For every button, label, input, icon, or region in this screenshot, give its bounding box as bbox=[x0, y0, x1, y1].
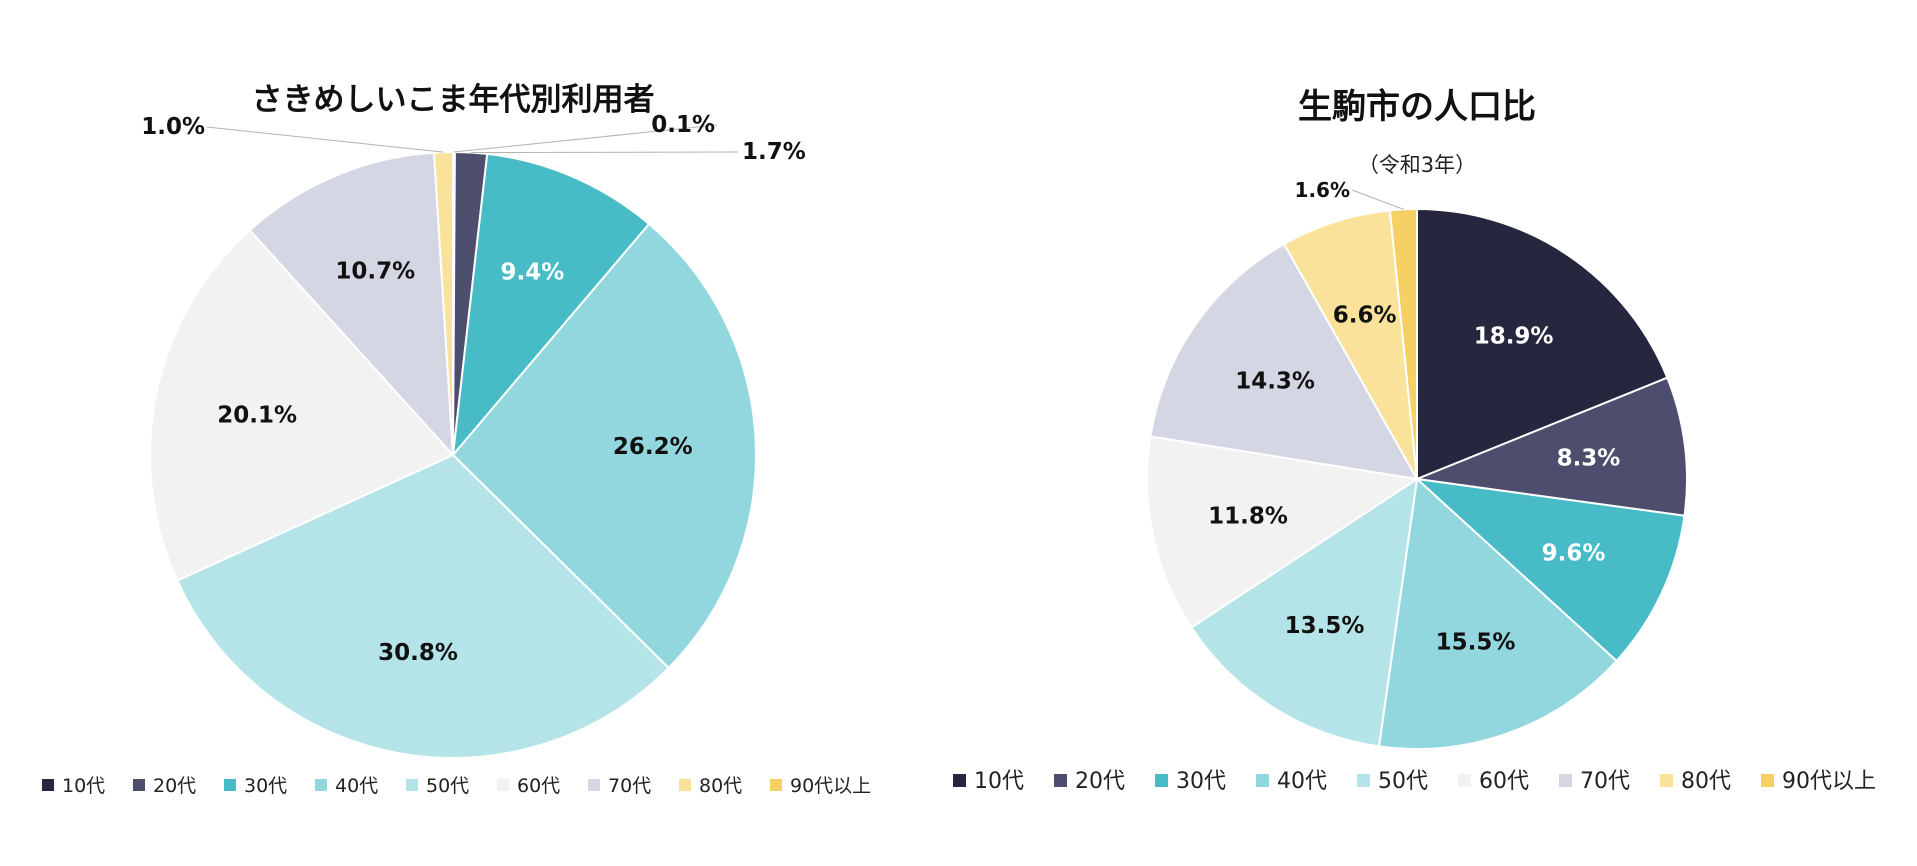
legend-entry: 10代 bbox=[974, 769, 1024, 794]
data-label: 30.8% bbox=[378, 640, 458, 666]
chart-usage-by-age: さきめしいこま年代別利用者 0.1% 1.7% 9.4% 26.2% 30.8% 20.1… bbox=[42, 82, 871, 797]
data-label: 0.1% bbox=[651, 112, 715, 138]
legend-swatch bbox=[1054, 774, 1067, 787]
chart-population-by-age: 生駒市の人口比 （令和3年） 18.9% 8.3% 9.6% 15.5% 13.5% 11… bbox=[953, 87, 1876, 794]
legend-entry: 40代 bbox=[335, 775, 378, 797]
legend-entry: 40代 bbox=[1277, 769, 1327, 794]
legend-swatch bbox=[1256, 774, 1269, 787]
data-label: 13.5% bbox=[1285, 613, 1365, 639]
legend-entry: 80代 bbox=[1681, 769, 1731, 794]
pie-slices bbox=[1146, 207, 1688, 750]
legend-swatch bbox=[133, 779, 145, 791]
pie-slice-40代 bbox=[1377, 476, 1618, 750]
legend-swatch bbox=[1155, 774, 1168, 787]
legend-entry: 20代 bbox=[1075, 769, 1125, 794]
chart-title: さきめしいこま年代別利用者 bbox=[252, 82, 655, 118]
pie-slice-20代 bbox=[1413, 376, 1688, 517]
pie-slice-10代 bbox=[1416, 207, 1669, 481]
legend-swatch bbox=[406, 779, 418, 791]
leader-line bbox=[453, 124, 718, 153]
data-label: 11.8% bbox=[1208, 503, 1288, 529]
data-label: 9.4% bbox=[501, 259, 565, 285]
legend-swatch bbox=[1559, 774, 1572, 787]
pie-slice-60代 bbox=[1146, 435, 1420, 629]
legend-entry: 20代 bbox=[153, 775, 196, 797]
legend-swatch bbox=[497, 779, 509, 791]
pie-labels: 0.1% 1.7% 9.4% 26.2% 30.8% 20.1% 10.7% 1.0% bbox=[141, 112, 806, 666]
legend-swatch bbox=[1458, 774, 1471, 787]
legend-entry: 60代 bbox=[1479, 769, 1529, 794]
legend-entry: 10代 bbox=[62, 775, 105, 797]
legend: 10代 20代 30代 40代 50代 60代 70代 80代 90代以上 bbox=[953, 769, 1876, 794]
legend-entry: 90代以上 bbox=[790, 775, 871, 797]
pie-slice-80代 bbox=[1282, 209, 1418, 480]
legend-swatch bbox=[679, 779, 691, 791]
pie-slice-60代 bbox=[149, 228, 455, 582]
data-label: 1.0% bbox=[141, 114, 205, 140]
data-label: 18.9% bbox=[1474, 324, 1554, 350]
data-label: 8.3% bbox=[1557, 446, 1621, 472]
pie-slice-70代 bbox=[1149, 242, 1419, 481]
legend-entry: 30代 bbox=[1176, 769, 1226, 794]
data-label: 10.7% bbox=[335, 259, 415, 285]
legend-swatch bbox=[1357, 774, 1370, 787]
pie-slice-40代 bbox=[451, 222, 757, 670]
legend-entry: 70代 bbox=[1580, 769, 1630, 794]
legend: 10代 20代 30代 40代 50代 60代 70代 80代 90代以上 bbox=[42, 775, 871, 797]
legend-entry: 50代 bbox=[426, 775, 469, 797]
leader-line bbox=[1351, 189, 1404, 210]
pie-slice-50代 bbox=[1190, 476, 1419, 748]
data-label: 1.6% bbox=[1295, 178, 1350, 202]
pie-slice-30代 bbox=[1413, 477, 1686, 663]
pie-slice-90代以上 bbox=[1388, 207, 1418, 480]
legend-swatch bbox=[588, 779, 600, 791]
legend-swatch bbox=[315, 779, 327, 791]
legend-entry: 80代 bbox=[699, 775, 742, 797]
data-label: 15.5% bbox=[1436, 630, 1516, 656]
pie-slice-50代 bbox=[175, 453, 671, 759]
data-label: 14.3% bbox=[1235, 368, 1315, 394]
data-label: 6.6% bbox=[1333, 302, 1397, 328]
legend-swatch bbox=[42, 779, 54, 791]
data-label: 1.7% bbox=[742, 139, 806, 165]
data-label: 26.2% bbox=[613, 434, 693, 460]
data-label: 20.1% bbox=[217, 402, 297, 428]
legend-entry: 60代 bbox=[517, 775, 560, 797]
pie-slices bbox=[149, 150, 757, 759]
chart-subtitle: （令和3年） bbox=[1358, 153, 1476, 177]
leader-line bbox=[471, 151, 739, 154]
legend-entry: 30代 bbox=[244, 775, 287, 797]
pie-labels: 18.9% 8.3% 9.6% 15.5% 13.5% 11.8% 14.3% 6.6% 1.6… bbox=[1208, 178, 1620, 656]
legend-entry: 50代 bbox=[1378, 769, 1428, 794]
legend-swatch bbox=[770, 779, 782, 791]
legend-swatch bbox=[953, 774, 966, 787]
leader-line bbox=[206, 126, 444, 153]
legend-entry: 90代以上 bbox=[1782, 769, 1876, 794]
pie-slice-30代 bbox=[451, 152, 651, 459]
legend-swatch bbox=[224, 779, 236, 791]
pie-slice-70代 bbox=[248, 151, 455, 458]
chart-title: 生駒市の人口比 bbox=[1298, 87, 1536, 127]
data-label: 9.6% bbox=[1542, 540, 1606, 566]
legend-swatch bbox=[1660, 774, 1673, 787]
legend-swatch bbox=[1761, 774, 1774, 787]
legend-entry: 70代 bbox=[608, 775, 651, 797]
